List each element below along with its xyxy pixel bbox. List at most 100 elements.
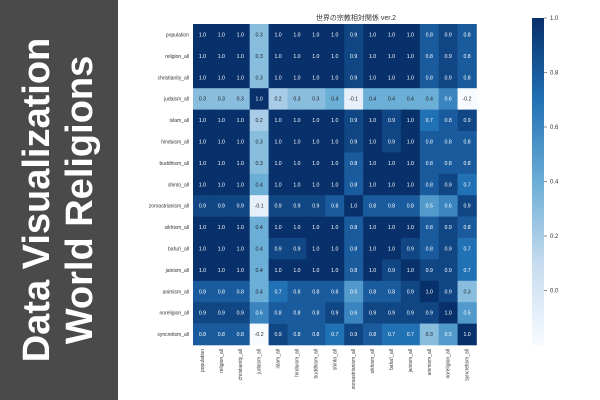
- cell-value-label: 0.9: [445, 33, 452, 39]
- heatmap-cell: [457, 24, 477, 46]
- cell-value-label: 0.8: [350, 225, 357, 231]
- heatmap-cell: [268, 152, 288, 175]
- heatmap-cell: [344, 24, 364, 46]
- x-tick-label: christianity_all: [238, 349, 244, 380]
- cell-value-label: 0.6: [445, 204, 452, 210]
- cell-value-label: 0.9: [445, 54, 452, 60]
- cell-value-label: 1.0: [350, 204, 357, 210]
- heatmap-cell: [230, 66, 250, 89]
- heatmap-cell: [211, 109, 232, 132]
- cell-value-label: 0.9: [274, 204, 281, 210]
- heatmap-cell: [419, 323, 439, 346]
- cell-value-label: 1.0: [407, 54, 414, 60]
- heatmap-cell: [363, 302, 383, 324]
- heatmap-cell: [438, 216, 458, 239]
- heatmap-cell: [382, 24, 402, 46]
- heatmap-cell: [306, 259, 326, 282]
- heatmap-cell: [306, 173, 326, 196]
- cell-value-label: 0.9: [350, 33, 357, 39]
- heatmap-cell: [457, 280, 477, 303]
- heatmap-cell: [211, 216, 232, 239]
- cell-value-label: 1.0: [407, 33, 414, 39]
- heatmap-cell: [363, 259, 383, 282]
- heatmap-cell: [249, 24, 269, 46]
- heatmap-cell: [325, 88, 345, 110]
- heatmap-cell: [325, 238, 345, 260]
- cell-value-label: 1.0: [331, 118, 338, 124]
- cell-value-label: 0.3: [426, 332, 433, 338]
- heatmap-cell: [230, 323, 250, 346]
- cell-value-label: 0.8: [293, 311, 300, 317]
- cell-value-label: 1.0: [237, 140, 244, 146]
- cell-value-label: 0.5: [426, 204, 433, 210]
- heatmap-cells: 1.0 1.0 1.0 0.3 1.0 1.0 1.0 1.0 0.9 1.0 1.0 1.0 0.8 0…: [193, 24, 477, 346]
- heatmap-cell: [268, 323, 288, 346]
- cell-value-label: 0.4: [388, 97, 395, 103]
- heatmap-cell: [344, 280, 364, 303]
- heatmap-cell: [457, 66, 477, 89]
- cell-value-label: 0.8: [199, 289, 206, 295]
- cell-value-label: 0.9: [388, 268, 395, 274]
- cell-value-label: 1.0: [312, 54, 319, 60]
- cell-value-label: 1.0: [388, 54, 395, 60]
- cell-value-label: 0.8: [426, 33, 433, 39]
- chart-title: 世界の宗教相対関係 ver.2: [316, 13, 396, 22]
- cell-value-label: 0.7: [463, 247, 470, 253]
- cell-value-label: 1.0: [369, 268, 376, 274]
- heatmap-cell: [344, 259, 364, 282]
- heatmap-cell: [287, 302, 307, 324]
- cell-value-label: 0.8: [350, 182, 357, 188]
- heatmap-cell: [382, 131, 402, 153]
- heatmap-cell: [344, 173, 364, 196]
- cell-value-label: 0.9: [331, 311, 338, 317]
- heatmap-cell: [382, 45, 402, 68]
- heatmap-cell: [382, 238, 402, 260]
- cell-value-label: 1.0: [293, 182, 300, 188]
- heatmap-cell: [363, 216, 383, 239]
- cell-value-label: 1.0: [237, 161, 244, 167]
- heatmap-cell: [193, 280, 213, 303]
- heatmap-cell: [268, 88, 288, 110]
- cell-value-label: 0.9: [293, 204, 300, 210]
- cell-value-label: 0.4: [369, 97, 376, 103]
- heatmap-cell: [306, 280, 326, 303]
- heatmap-cell: [419, 66, 439, 89]
- cell-value-label: 1.0: [388, 75, 395, 81]
- x-tick-label: judaism_all: [257, 349, 263, 375]
- heatmap-cell: [325, 195, 345, 217]
- cell-value-label: 0.8: [426, 54, 433, 60]
- cell-value-label: 0.9: [218, 204, 225, 210]
- heatmap-cell: [306, 66, 326, 89]
- cell-value-label: 0.8: [218, 332, 225, 338]
- cell-value-label: 0.3: [237, 97, 244, 103]
- cell-value-label: 0.9: [407, 247, 414, 253]
- cell-value-label: 1.0: [388, 33, 395, 39]
- heatmap-cell: [457, 88, 477, 110]
- cell-value-label: 1.0: [199, 268, 206, 274]
- heatmap-cell: [211, 24, 232, 46]
- heatmap-cell: [419, 109, 439, 132]
- cell-value-label: 1.0: [218, 54, 225, 60]
- heatmap-cell: [211, 195, 232, 217]
- cell-value-label: 0.8: [218, 289, 225, 295]
- side-banner: Data Visualization World Religions: [0, 0, 118, 400]
- heatmap-cell: [325, 109, 345, 132]
- heatmap-cell: [287, 109, 307, 132]
- heatmap-cell: [457, 302, 477, 324]
- heatmap-cell: [193, 259, 213, 282]
- cell-value-label: 0.4: [256, 225, 263, 231]
- cell-value-label: 1.0: [199, 33, 206, 39]
- heatmap-cell: [249, 280, 269, 303]
- y-tick-label: population: [166, 33, 189, 39]
- heatmap-cell: [438, 280, 458, 303]
- cell-value-label: 1.0: [331, 75, 338, 81]
- cell-value-label: 0.7: [463, 182, 470, 188]
- cell-value-label: 1.0: [312, 268, 319, 274]
- heatmap-cell: [268, 238, 288, 260]
- cell-value-label: 0.8: [445, 140, 452, 146]
- heatmap-cell: [457, 152, 477, 175]
- heatmap-cell: [325, 152, 345, 175]
- heatmap-cell: [268, 302, 288, 324]
- x-axis-labels: population religion_all christianity_all ju…: [200, 349, 471, 390]
- cell-value-label: 0.7: [331, 332, 338, 338]
